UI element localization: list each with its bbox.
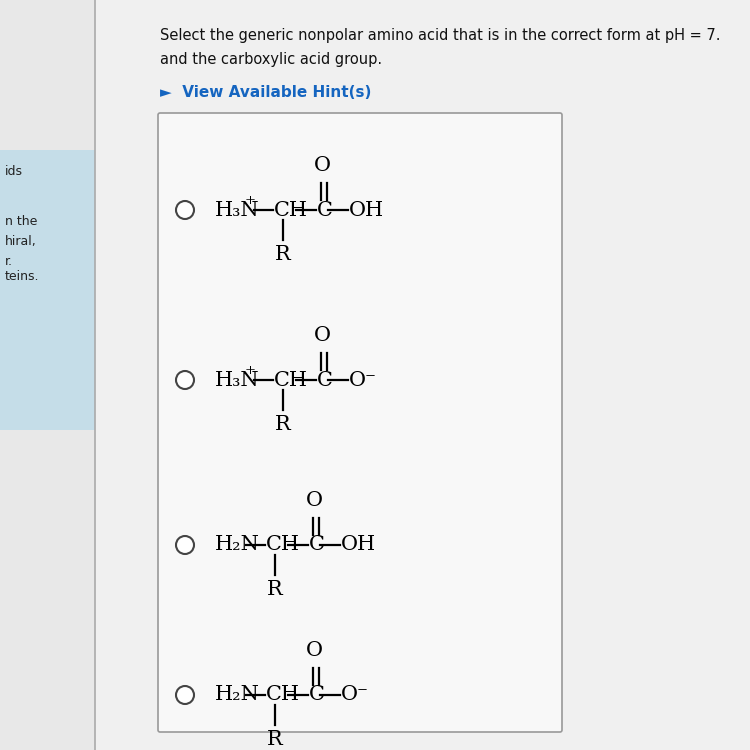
Text: C: C xyxy=(309,686,325,704)
Text: R: R xyxy=(267,580,283,599)
Circle shape xyxy=(176,686,194,704)
Text: O: O xyxy=(314,156,331,175)
Text: r.: r. xyxy=(5,255,13,268)
Text: O⁻: O⁻ xyxy=(349,370,377,389)
Text: +: + xyxy=(245,194,256,206)
FancyBboxPatch shape xyxy=(158,113,562,732)
Text: teins.: teins. xyxy=(5,270,40,283)
Text: H₂N: H₂N xyxy=(215,686,260,704)
Text: CH: CH xyxy=(274,200,308,220)
Text: CH: CH xyxy=(266,536,300,554)
Text: and the carboxylic acid group.: and the carboxylic acid group. xyxy=(160,52,382,67)
Text: H₃N: H₃N xyxy=(215,200,260,220)
Text: ►  View Available Hint(s): ► View Available Hint(s) xyxy=(160,85,371,100)
Text: CH: CH xyxy=(266,686,300,704)
Text: H₂N: H₂N xyxy=(215,536,260,554)
Bar xyxy=(95,0,750,750)
Text: R: R xyxy=(267,730,283,749)
Text: R: R xyxy=(275,245,291,264)
Circle shape xyxy=(176,201,194,219)
Circle shape xyxy=(176,536,194,554)
Text: n the: n the xyxy=(5,215,38,228)
Text: Select the generic nonpolar amino acid that is in the correct form at pH = 7.: Select the generic nonpolar amino acid t… xyxy=(160,28,721,43)
Text: C: C xyxy=(317,200,333,220)
Text: H₃N: H₃N xyxy=(215,370,260,389)
Text: O: O xyxy=(314,326,331,345)
Text: +: + xyxy=(245,364,256,376)
Bar xyxy=(0,150,95,430)
Text: ids: ids xyxy=(5,165,23,178)
Text: C: C xyxy=(309,536,325,554)
Text: O⁻: O⁻ xyxy=(341,686,369,704)
Text: hiral,: hiral, xyxy=(5,235,37,248)
Text: O: O xyxy=(306,641,323,660)
Text: R: R xyxy=(275,415,291,434)
Text: CH: CH xyxy=(274,370,308,389)
Text: OH: OH xyxy=(341,536,376,554)
Text: C: C xyxy=(317,370,333,389)
Circle shape xyxy=(176,371,194,389)
Text: O: O xyxy=(306,491,323,510)
Text: OH: OH xyxy=(349,200,384,220)
